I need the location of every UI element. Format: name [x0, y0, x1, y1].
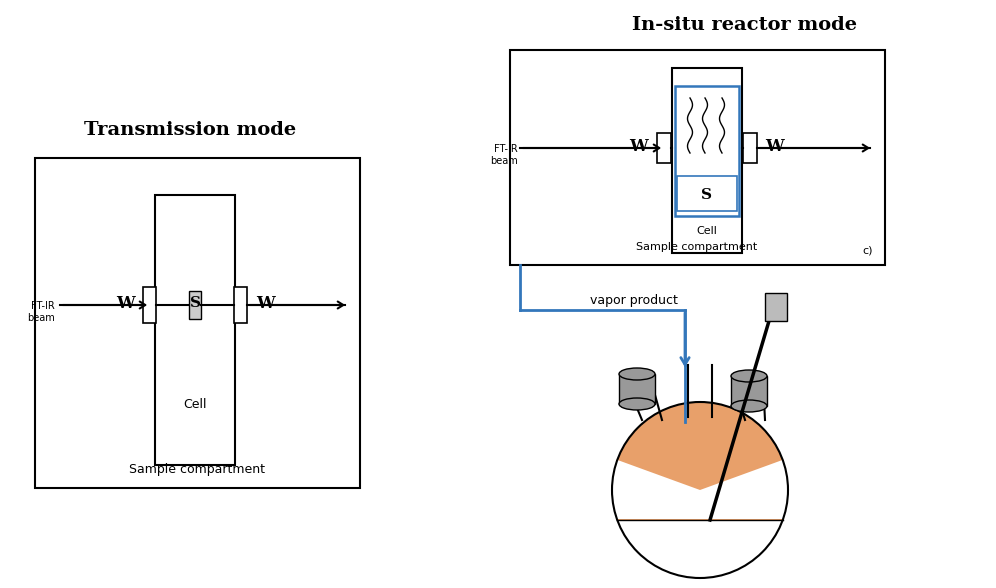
Bar	[510, 50, 885, 265]
Text: W: W	[629, 138, 648, 155]
Bar	[619, 374, 655, 404]
Text: S: S	[189, 296, 200, 310]
Bar	[677, 176, 737, 211]
Ellipse shape	[619, 398, 655, 410]
Bar	[672, 68, 742, 253]
Text: Cell: Cell	[696, 226, 717, 236]
Bar	[35, 158, 360, 488]
Text: FT-IR
beam: FT-IR beam	[490, 144, 518, 166]
Text: Sample compartment: Sample compartment	[636, 242, 758, 252]
Text: W: W	[766, 138, 785, 155]
Text: vapor product: vapor product	[590, 293, 678, 306]
Text: Cell: Cell	[183, 399, 207, 412]
Text: S: S	[701, 188, 712, 202]
Text: FT-IR
beam: FT-IR beam	[27, 301, 55, 323]
Text: W: W	[256, 295, 274, 312]
Bar	[743, 133, 757, 163]
Ellipse shape	[619, 368, 655, 380]
Ellipse shape	[731, 400, 767, 412]
Bar	[155, 195, 235, 465]
Wedge shape	[618, 402, 783, 490]
Bar	[189, 291, 201, 319]
Text: Transmission mode: Transmission mode	[84, 121, 296, 139]
Bar	[731, 376, 767, 406]
Bar	[657, 133, 671, 163]
Bar	[143, 287, 156, 323]
Ellipse shape	[731, 370, 767, 382]
Text: c): c)	[863, 245, 873, 255]
Bar	[675, 86, 739, 216]
Bar	[618, 519, 783, 521]
Text: W: W	[116, 295, 134, 312]
Bar	[765, 293, 787, 321]
Text: In-situ reactor mode: In-situ reactor mode	[632, 16, 858, 34]
Text: Sample compartment: Sample compartment	[129, 463, 265, 476]
Bar	[234, 287, 247, 323]
